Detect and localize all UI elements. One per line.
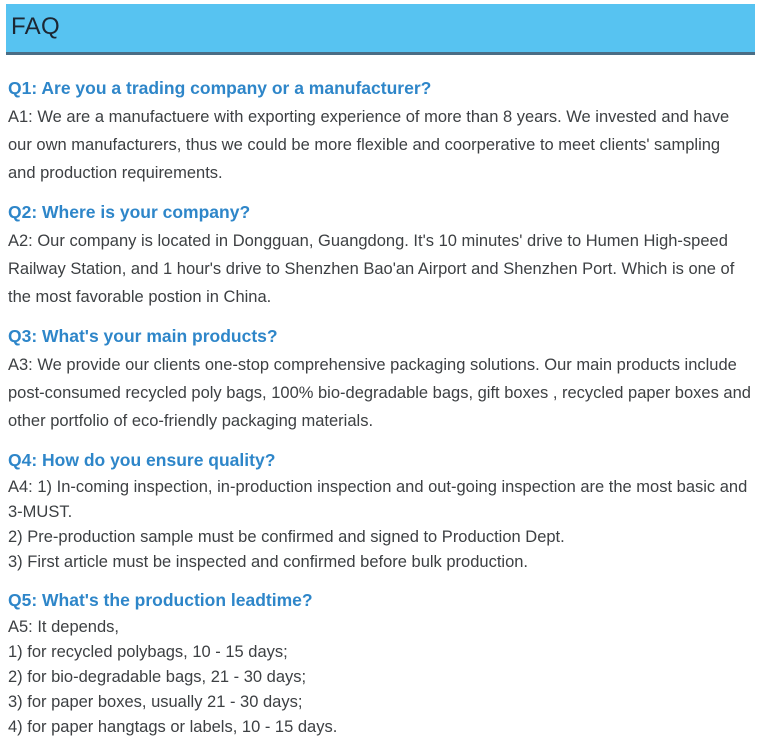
faq-answer: A4: 1) In-coming inspection, in-producti… <box>8 475 751 575</box>
faq-answer-line: 3) First article must be inspected and c… <box>8 553 529 571</box>
faq-item: Q1: Are you a trading company or a manuf… <box>8 77 751 187</box>
faq-answer: A3: We provide our clients one-stop comp… <box>8 351 751 435</box>
faq-answer-line: A5: It depends, <box>8 618 119 636</box>
faq-answer-line: 2) for bio-degradable bags, 21 - 30 days… <box>8 668 307 686</box>
faq-question: Q4: How do you ensure quality? <box>8 450 276 470</box>
faq-answer-line: 3) for paper boxes, usually 21 - 30 days… <box>8 693 303 711</box>
faq-question: Q2: Where is your company? <box>8 202 251 222</box>
faq-answer-line: 1) for recycled polybags, 10 - 15 days; <box>8 643 288 661</box>
page-title: FAQ <box>11 13 60 40</box>
faq-item: Q5: What's the production leadtime? A5: … <box>8 589 751 740</box>
faq-item: Q4: How do you ensure quality? A4: 1) In… <box>8 449 751 575</box>
faq-answer: A5: It depends, 1) for recycled polybags,… <box>8 615 751 740</box>
faq-list: Q1: Are you a trading company or a manuf… <box>0 55 765 740</box>
faq-item: Q2: Where is your company? A2: Our compa… <box>8 201 751 311</box>
faq-header-banner: FAQ <box>6 4 755 55</box>
faq-answer-line: 2) Pre-production sample must be confirm… <box>8 528 565 546</box>
faq-item: Q3: What's your main products? A3: We pr… <box>8 325 751 435</box>
faq-answer-line: 4) for paper hangtags or labels, 10 - 15… <box>8 718 338 736</box>
faq-answer-line: A3: We provide our clients one-stop comp… <box>8 356 751 430</box>
faq-answer-line: A2: Our company is located in Dongguan, … <box>8 232 735 306</box>
faq-answer: A1: We are a manufactuere with exporting… <box>8 103 751 187</box>
faq-question: Q1: Are you a trading company or a manuf… <box>8 78 432 98</box>
faq-question: Q5: What's the production leadtime? <box>8 590 313 610</box>
faq-answer: A2: Our company is located in Dongguan, … <box>8 227 751 311</box>
faq-answer-line: A1: We are a manufactuere with exporting… <box>8 108 730 182</box>
faq-answer-line: A4: 1) In-coming inspection, in-producti… <box>8 478 748 521</box>
faq-question: Q3: What's your main products? <box>8 326 278 346</box>
